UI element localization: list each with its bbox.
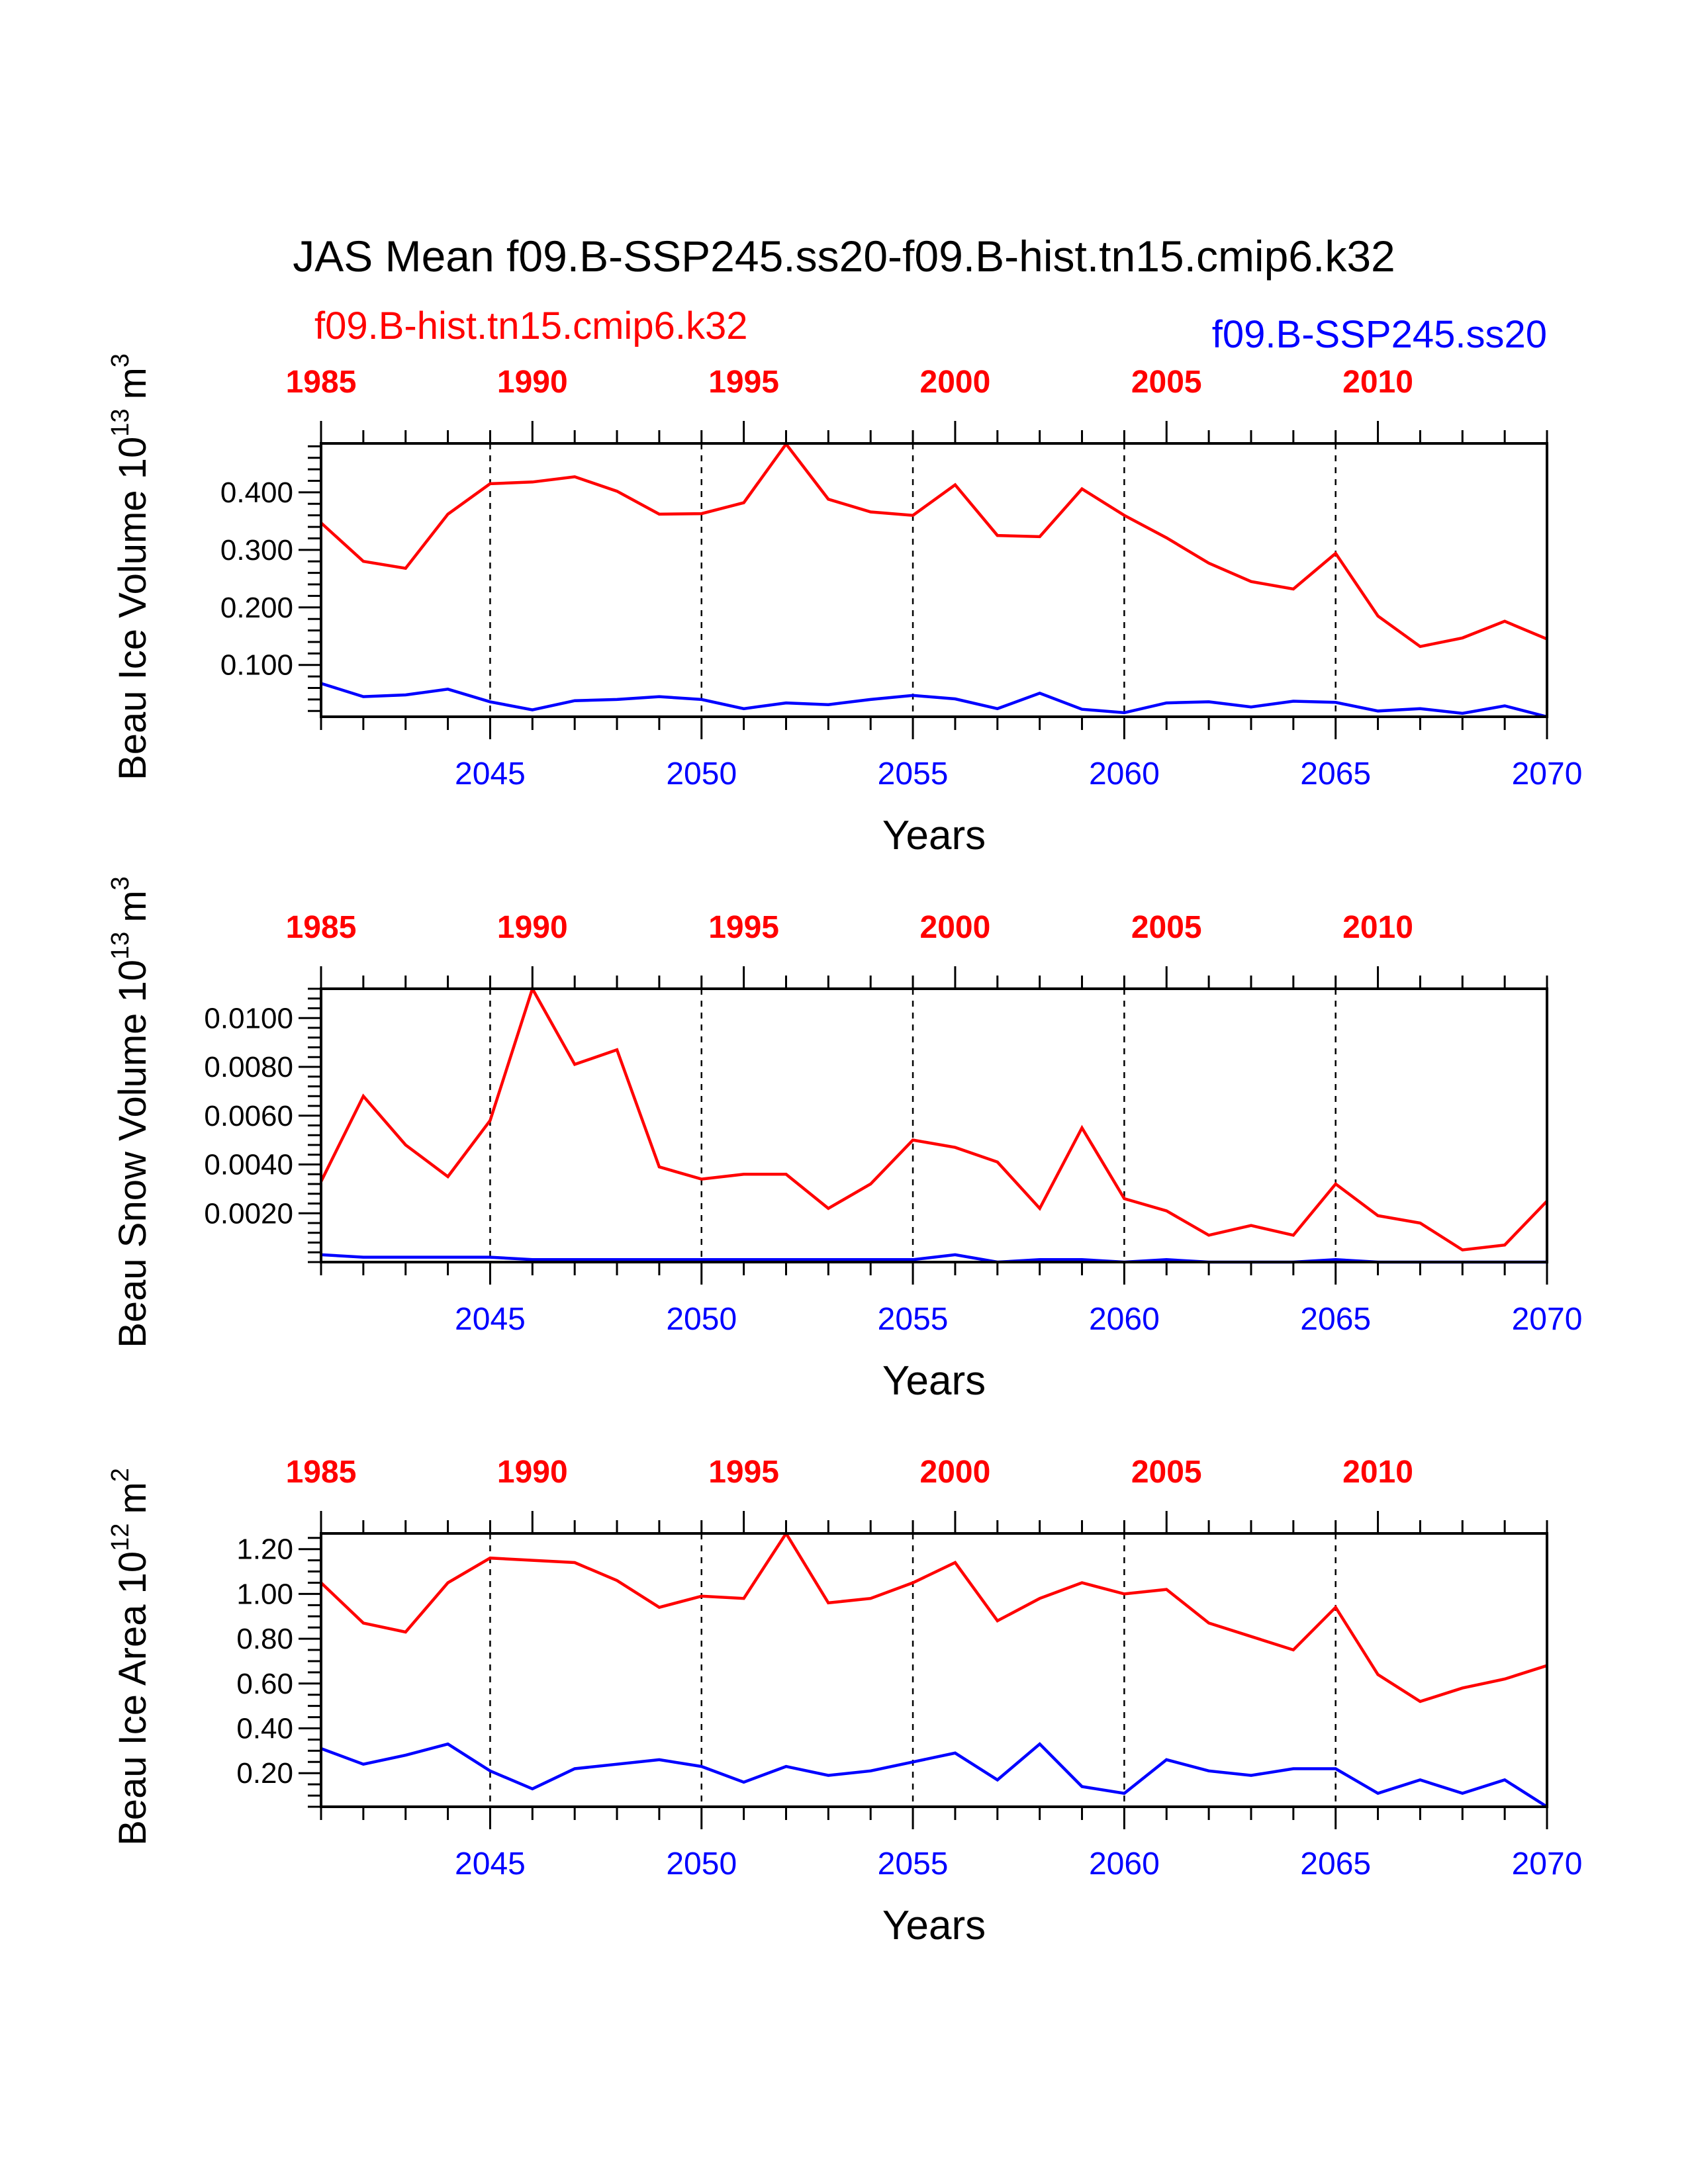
panel-1: 2045 2050 2055 2060 2065 2070 1985 1990 1995 2000… [107,353,1582,858]
y-axis-title: Beau Snow Volume 1013 m3 [107,876,154,1348]
xtick-label-top: 2010 [1342,365,1413,400]
ytick-label: 0.40 [236,1713,293,1745]
plot-frame [320,987,1548,1263]
y-axis-title-main: Beau Snow Volume 10 [111,960,154,1348]
xtick-label-bottom: 2065 [1300,1302,1371,1337]
ytick-label: 1.00 [236,1578,293,1610]
y-axis-title-main: Beau Ice Area 10 [111,1551,154,1846]
y-axis-title-exp: 12 [107,1524,134,1551]
xtick-label-top: 1995 [708,910,779,945]
y-axis-title: Beau Ice Volume 1013 m3 [107,353,154,780]
panel-3: 2045 2050 2055 2060 2065 2070 1985 1990 1995 2000… [107,1455,1582,1948]
xtick-label-bottom: 2055 [878,1302,949,1337]
xtick-label-bottom: 2055 [878,1846,949,1882]
xtick-label-top: 2005 [1131,1455,1202,1490]
y-axis-title-unit: m [111,890,154,922]
y-axis-title-unit: m [111,367,154,399]
legend-ssp: f09.B-SSP245.ss20 [1212,313,1547,356]
xtick-label-bottom: 2045 [455,1302,526,1337]
y-axis-title-unit-exp: 2 [107,1468,134,1482]
xtick-label-top: 2010 [1342,1455,1413,1490]
ytick-label: 0.400 [220,477,293,509]
ytick-label: 0.0080 [204,1051,293,1083]
ytick-label: 0.20 [236,1757,293,1790]
xtick-label-top: 1995 [708,365,779,400]
xtick-label-top: 1985 [286,1455,357,1490]
y-axis-title-exp: 13 [107,409,134,437]
panel-2: 2045 2050 2055 2060 2065 2070 1985 1990 1995 2000… [107,876,1582,1404]
series-line-hist [320,441,1548,649]
y-axis-title-main: Beau Ice Volume 10 [111,437,154,780]
xtick-label-bottom: 2070 [1512,1846,1583,1882]
ytick-label: 0.80 [236,1623,293,1655]
xtick-label-bottom: 2050 [666,756,737,792]
xtick-label-bottom: 2065 [1300,756,1371,792]
y-axis-title: Beau Ice Area 1012 m2 [107,1468,154,1846]
series-line-ssp [320,1253,1547,1264]
xtick-label-bottom: 2050 [666,1302,737,1337]
x-axis-title: Years [882,813,986,858]
ytick-label: 0.0060 [204,1100,293,1132]
ytick-label: 0.0020 [204,1197,293,1230]
ytick-label: 0.300 [220,534,293,567]
xtick-label-top: 2000 [920,1455,991,1490]
ytick-label: 0.0100 [204,1002,293,1034]
xtick-label-top: 2010 [1342,910,1413,945]
xtick-label-bottom: 2070 [1512,756,1583,792]
xtick-label-top: 1990 [497,910,568,945]
series-line-ssp [320,1742,1548,1808]
panels: 2045 2050 2055 2060 2065 2070 1985 1990 1995 2000… [107,353,1582,1948]
legend-hist: f09.B-hist.tn15.cmip6.k32 [314,304,747,347]
x-axis-title: Years [882,1903,986,1948]
xtick-label-bottom: 2060 [1089,1846,1160,1882]
xtick-label-bottom: 2060 [1089,756,1160,792]
ytick-label: 0.60 [236,1668,293,1700]
y-axis-title-unit: m [111,1482,154,1514]
xtick-label-top: 2005 [1131,365,1202,400]
xtick-label-bottom: 2045 [455,1846,526,1882]
plot-frame [320,442,1548,718]
plot-frame [320,1532,1548,1808]
xtick-label-top: 2000 [920,910,991,945]
figure-title: JAS Mean f09.B-SSP245.ss20-f09.B-hist.tn… [293,232,1395,281]
xtick-label-bottom: 2065 [1300,1846,1371,1882]
xtick-label-top: 1995 [708,1455,779,1490]
ytick-label: 1.20 [236,1533,293,1566]
y-axis-title-unit-exp: 3 [107,876,134,890]
series-line-hist [319,985,1548,1251]
xtick-label-bottom: 2060 [1089,1302,1160,1337]
series-line-hist [320,1530,1548,1704]
y-axis-title-unit-exp: 3 [107,353,134,367]
xtick-label-top: 2000 [920,365,991,400]
xtick-label-top: 1985 [286,365,357,400]
x-axis-title: Years [882,1358,986,1404]
xtick-label-top: 2005 [1131,910,1202,945]
y-axis-title-exp: 13 [107,932,134,960]
ytick-label: 0.0040 [204,1149,293,1181]
ytick-label: 0.200 [220,592,293,624]
xtick-label-bottom: 2070 [1512,1302,1583,1337]
xtick-label-bottom: 2050 [666,1846,737,1882]
series-line-ssp [320,682,1548,719]
xtick-label-top: 1985 [286,910,357,945]
xtick-label-top: 1990 [497,1455,568,1490]
xtick-label-bottom: 2045 [455,756,526,792]
xtick-label-bottom: 2055 [878,756,949,792]
ytick-label: 0.100 [220,649,293,682]
xtick-label-top: 1990 [497,365,568,400]
